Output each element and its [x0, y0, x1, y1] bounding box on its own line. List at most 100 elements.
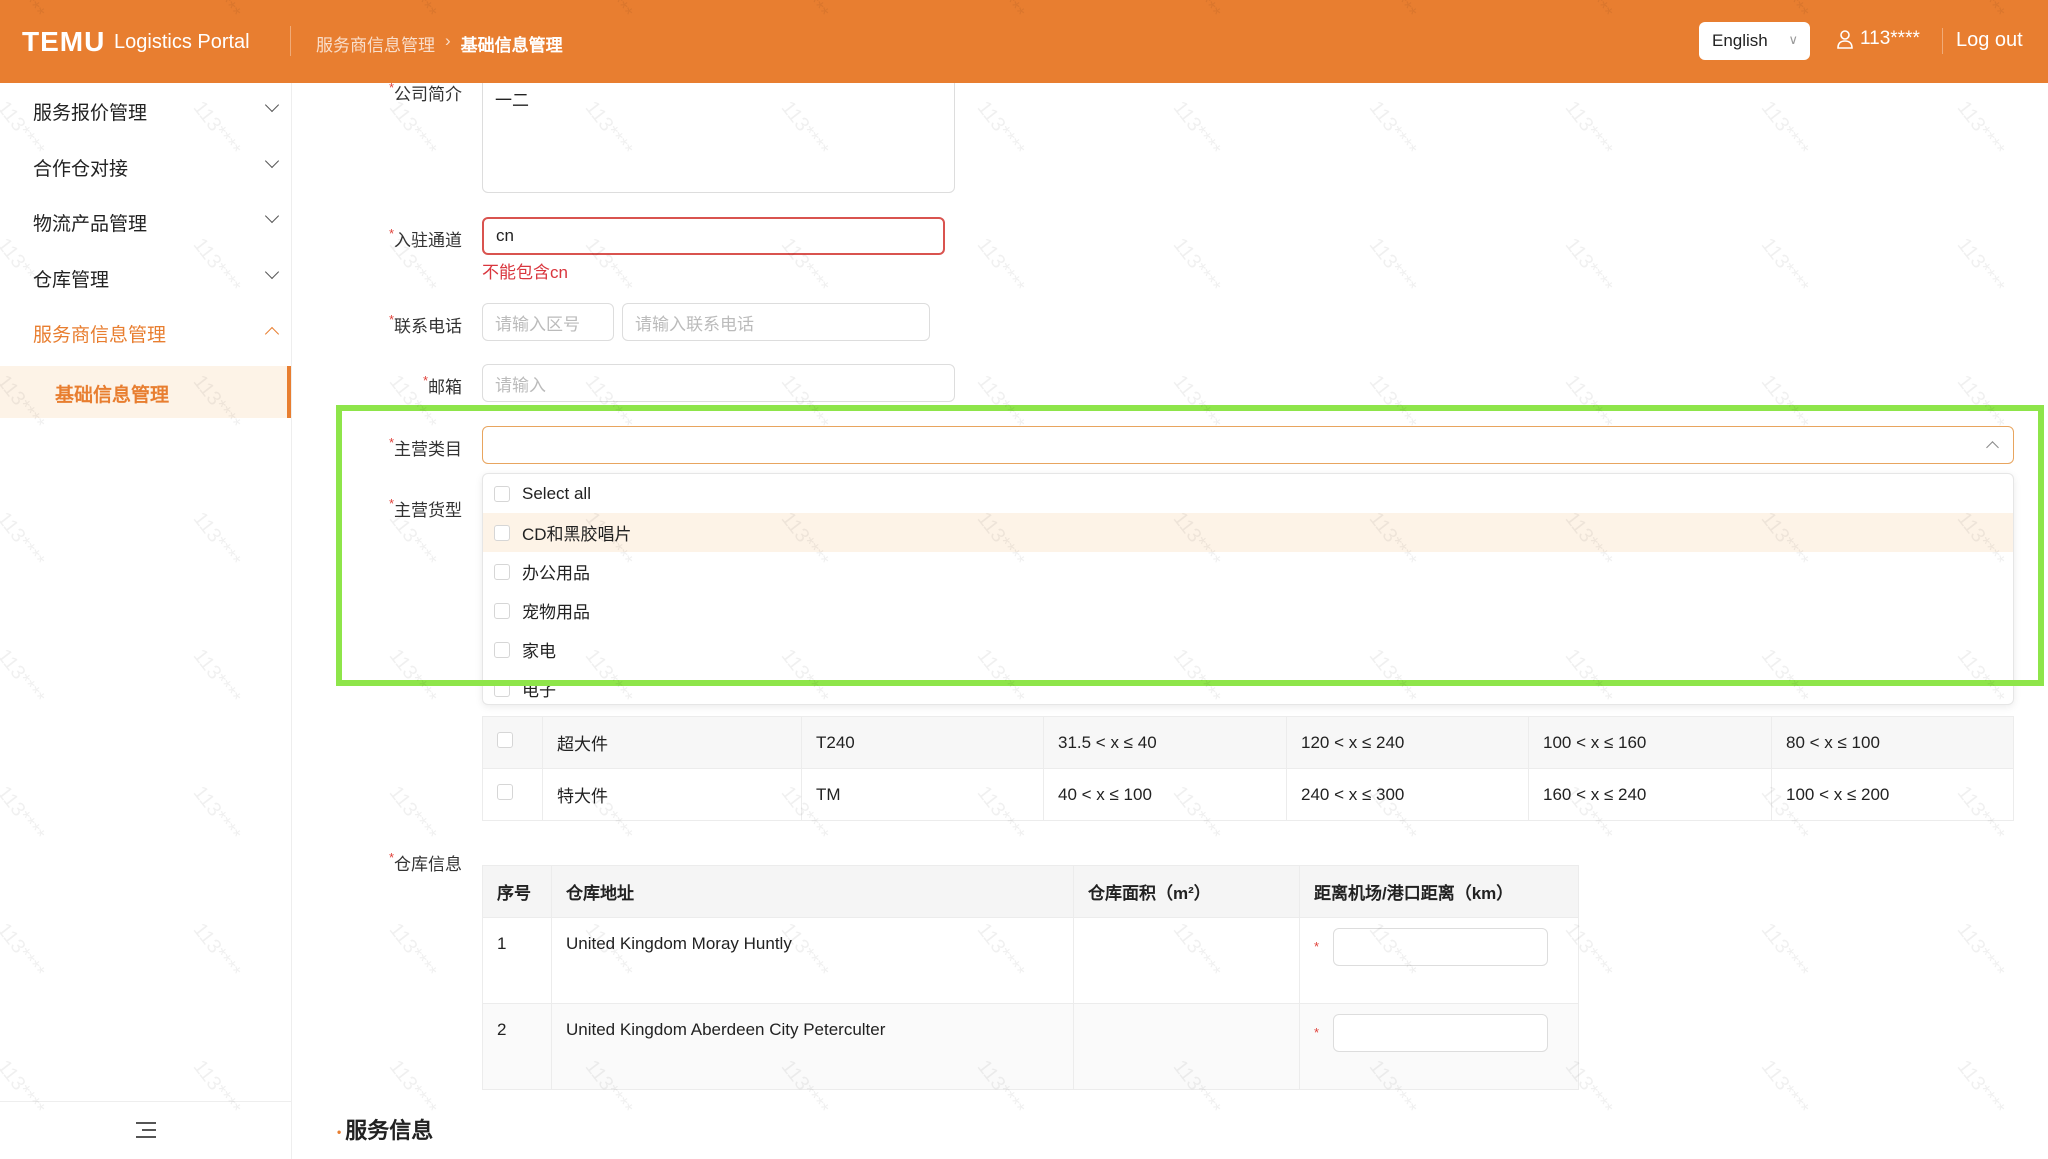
cargo-type-table: 超大件 T240 31.5 < x ≤ 40 120 < x ≤ 240 100 < x… — [482, 716, 2014, 821]
sidebar-item-label: 服务报价管理 — [33, 102, 148, 124]
checkbox[interactable] — [494, 641, 510, 658]
cargo-cell: 120 < x ≤ 240 — [1286, 716, 1529, 769]
language-select[interactable]: English ∨ — [1699, 22, 1810, 60]
checkbox[interactable] — [494, 524, 510, 541]
chevron-down-icon — [264, 97, 280, 113]
temu-logo[interactable]: TEMU — [22, 26, 106, 57]
cargo-cell: 100 < x ≤ 200 — [1771, 768, 2014, 821]
warehouse-address: United Kingdom Moray Huntly — [551, 917, 1074, 1004]
column-header: 仓库面积（m²） — [1073, 865, 1300, 918]
column-header: 仓库地址 — [551, 865, 1074, 918]
channel-error: 不能包含cn — [482, 263, 568, 282]
column-header: 序号 — [482, 865, 552, 918]
user-account[interactable]: 113**** — [1836, 28, 1920, 50]
cargo-cell: TM — [801, 768, 1044, 821]
sidebar-item-label: 合作仓对接 — [33, 158, 129, 180]
phone-input[interactable]: 请输入联系电话 — [622, 303, 930, 341]
cargo-cell: 特大件 — [542, 768, 802, 821]
cargo-cell: 40 < x ≤ 100 — [1043, 768, 1287, 821]
sidebar-item-label: 物流产品管理 — [33, 213, 148, 235]
sidebar-item-logistics-products[interactable]: 物流产品管理 — [0, 194, 291, 250]
chevron-down-icon: ∨ — [1788, 32, 1798, 47]
chevron-down-icon — [264, 264, 280, 280]
intro-label: *公司简介 — [388, 80, 462, 104]
checkbox[interactable] — [494, 485, 510, 502]
divider — [290, 26, 291, 56]
chevron-up-icon — [1986, 441, 1999, 454]
checkbox[interactable] — [497, 732, 513, 748]
sidebar-item-provider-info[interactable]: 服务商信息管理 — [0, 305, 291, 361]
distance-input[interactable] — [1333, 928, 1549, 966]
user-icon — [1837, 30, 1853, 49]
cargo-cell: T240 — [801, 716, 1044, 769]
logout-button[interactable]: Log out — [1956, 29, 2023, 51]
email-label: *邮箱 — [422, 373, 462, 397]
company-intro-textarea[interactable]: 一二 — [482, 73, 955, 193]
option-pet[interactable]: 宠物用品 — [483, 591, 2013, 630]
phone-label: *联系电话 — [388, 312, 462, 336]
sidebar-item-partner-warehouse[interactable]: 合作仓对接 — [0, 139, 291, 195]
warehouse-row: 1 United Kingdom Moray Huntly * — [482, 917, 1579, 1004]
cargo-cell: 100 < x ≤ 160 — [1528, 716, 1772, 769]
warehouse-area — [1073, 1003, 1300, 1090]
breadcrumb-parent[interactable]: 服务商信息管理 — [316, 36, 435, 55]
row-index: 2 — [482, 1003, 552, 1090]
portal-name: Logistics Portal — [114, 31, 250, 53]
warehouse-area — [1073, 917, 1300, 1004]
user-id: 113**** — [1860, 28, 1920, 49]
required-mark: * — [1314, 939, 1320, 955]
column-header: 距离机场/港口距离（km） — [1299, 865, 1579, 918]
main-form: *公司简介 一二 *入驻通道 cn 不能包含cn *联系电话 请输入区号 请输入… — [292, 73, 2048, 1159]
area-code-input[interactable]: 请输入区号 — [482, 303, 614, 341]
cargo-cell: 240 < x ≤ 300 — [1286, 768, 1529, 821]
sidebar-item-warehouse[interactable]: 仓库管理 — [0, 250, 291, 306]
email-input[interactable]: 请输入 — [482, 364, 955, 402]
sidebar-item-label: 仓库管理 — [33, 269, 110, 291]
breadcrumb-current: 基础信息管理 — [460, 36, 563, 55]
category-dropdown: Select all CD和黑胶唱片 办公用品 宠物用品 家电 电子 — [482, 473, 2014, 705]
category-select[interactable] — [482, 426, 2014, 464]
cargo-row: 超大件 T240 31.5 < x ≤ 40 120 < x ≤ 240 100 < x… — [482, 716, 2014, 769]
sidebar-item-service-quote[interactable]: 服务报价管理 — [0, 83, 291, 139]
cargo-cell: 80 < x ≤ 100 — [1771, 716, 2014, 769]
distance-input[interactable] — [1333, 1014, 1549, 1052]
collapse-sidebar-icon[interactable] — [136, 1122, 156, 1138]
language-value: English — [1712, 31, 1768, 50]
row-index: 1 — [482, 917, 552, 1004]
sidebar-item-label: 服务商信息管理 — [33, 324, 167, 346]
sidebar-subitem-basic-info[interactable]: 基础信息管理 — [0, 366, 291, 418]
warehouse-label: *仓库信息 — [388, 850, 462, 874]
checkbox[interactable] — [494, 680, 510, 697]
sidebar: 服务报价管理 合作仓对接 物流产品管理 仓库管理 服务商信息管理 基础信息管理 — [0, 83, 292, 1159]
category-label: *主营类目 — [388, 435, 462, 459]
warehouse-row: 2 United Kingdom Aberdeen City Peterculte… — [482, 1003, 1579, 1090]
option-select-all[interactable]: Select all — [483, 474, 2013, 513]
cargo-row: 特大件 TM 40 < x ≤ 100 240 < x ≤ 300 160 < x ≤ … — [482, 768, 2014, 821]
cargo-cell: 160 < x ≤ 240 — [1528, 768, 1772, 821]
warehouse-table: 序号 仓库地址 仓库面积（m²） 距离机场/港口距离（km） 1 United Kingd… — [482, 865, 1579, 1090]
breadcrumb: 服务商信息管理 › 基础信息管理 — [316, 31, 563, 56]
cargo-label: *主营货型 — [388, 496, 462, 520]
service-info-heading: • 服务信息 — [337, 1118, 434, 1143]
cargo-cell: 超大件 — [542, 716, 802, 769]
channel-value: cn — [496, 226, 514, 245]
chevron-down-icon — [264, 153, 280, 169]
checkbox[interactable] — [494, 602, 510, 619]
top-bar: TEMU Logistics Portal 服务商信息管理 › 基础信息管理 E… — [0, 0, 2048, 83]
chevron-up-icon — [264, 326, 280, 342]
option-cd-vinyl[interactable]: CD和黑胶唱片 — [483, 513, 2013, 552]
required-mark: * — [1314, 1025, 1320, 1041]
option-electronics[interactable]: 电子 — [483, 669, 2013, 704]
option-office[interactable]: 办公用品 — [483, 552, 2013, 591]
warehouse-address: United Kingdom Aberdeen City Peterculter — [551, 1003, 1074, 1090]
cargo-cell: 31.5 < x ≤ 40 — [1043, 716, 1287, 769]
intro-value: 一二 — [495, 91, 529, 110]
channel-input[interactable]: cn — [482, 217, 945, 255]
checkbox[interactable] — [497, 784, 513, 800]
sidebar-footer — [0, 1101, 291, 1159]
option-appliances[interactable]: 家电 — [483, 630, 2013, 669]
breadcrumb-separator-icon: › — [445, 31, 451, 50]
divider — [1942, 28, 1943, 54]
chevron-down-icon — [264, 208, 280, 224]
checkbox[interactable] — [494, 563, 510, 580]
